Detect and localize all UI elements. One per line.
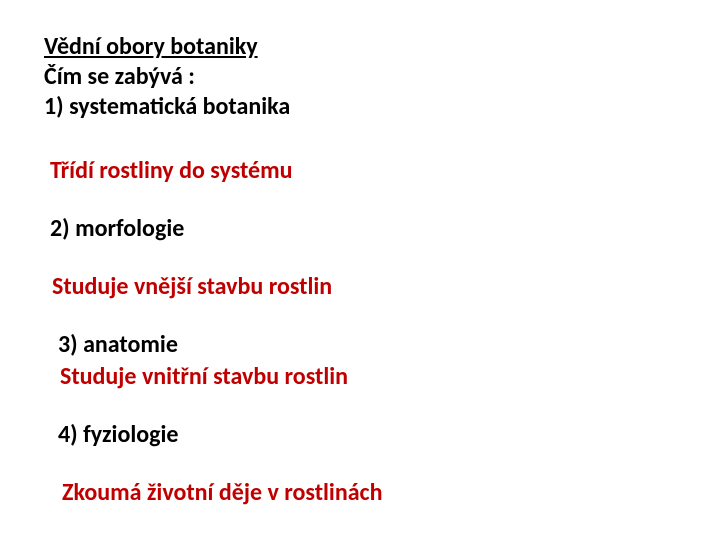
title: Vědní obory botaniky <box>44 32 720 62</box>
header-block: Vědní obory botaniky Čím se zabývá : 1) … <box>44 32 720 122</box>
answer-4: Zkoumá životní děje v rostlinách <box>62 478 720 508</box>
answer-3: Studuje vnitřní stavbu rostlin <box>60 362 720 392</box>
question-4: 4) fyziologie <box>58 420 720 450</box>
question-3: 3) anatomie <box>58 330 720 360</box>
question-1: 1) systematická botanika <box>44 92 720 122</box>
answer-2: Studuje vnější stavbu rostlin <box>52 272 720 302</box>
slide: Vědní obory botaniky Čím se zabývá : 1) … <box>0 0 720 540</box>
subtitle: Čím se zabývá : <box>44 62 720 92</box>
question-2: 2) morfologie <box>50 214 720 244</box>
answer-1: Třídí rostliny do systému <box>50 156 720 186</box>
